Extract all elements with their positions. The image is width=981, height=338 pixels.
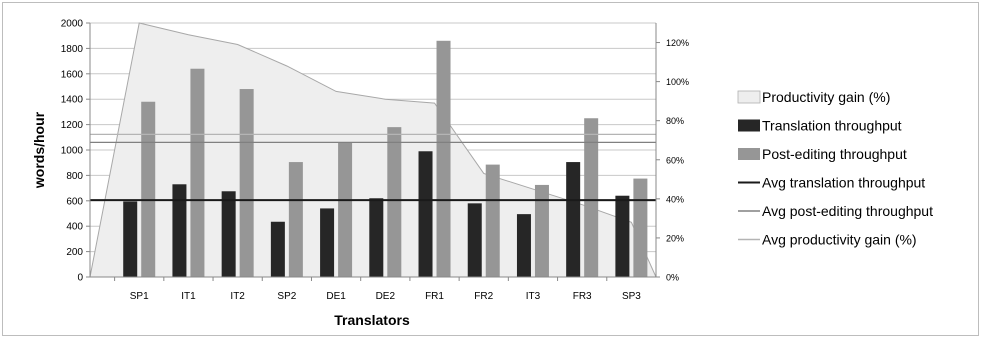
ref-layer xyxy=(90,133,656,202)
y2-tick-label: 80% xyxy=(666,116,684,126)
post-editing-throughput-bar xyxy=(338,142,353,277)
translation-throughput-bar xyxy=(516,214,531,277)
translation-throughput-bar xyxy=(123,201,138,277)
y2-tick-label: 60% xyxy=(666,155,684,165)
x-tick-label: FR2 xyxy=(474,291,493,302)
legend-label: Productivity gain (%) xyxy=(762,89,890,105)
x-tick-label: SP1 xyxy=(130,291,149,302)
post-editing-throughput-bar xyxy=(239,89,254,277)
translation-throughput-bar xyxy=(467,203,482,277)
translation-throughput-bar xyxy=(320,208,335,277)
bar-layer xyxy=(123,40,648,278)
legend-label: Avg translation throughput xyxy=(762,175,925,191)
x-tick-label: SP3 xyxy=(622,291,641,302)
y-tick-label: 1200 xyxy=(61,120,84,131)
y-tick-label: 1400 xyxy=(61,95,84,106)
x-axis-title: Translators xyxy=(334,312,410,328)
translation-throughput-bar xyxy=(221,191,236,277)
x-tick-label: IT3 xyxy=(526,291,541,302)
x-tick-label: SP2 xyxy=(277,291,296,302)
y-tick-label: 400 xyxy=(66,222,83,233)
y-tick-label: 1000 xyxy=(61,146,84,157)
legend-label: Translation throughput xyxy=(762,118,902,134)
x-tick-label: DE1 xyxy=(326,291,346,302)
post-editing-throughput-bar xyxy=(190,68,205,277)
legend-label: Avg productivity gain (%) xyxy=(762,232,917,248)
y-tick-label: 800 xyxy=(66,171,83,182)
post-editing-throughput-bar xyxy=(534,184,549,277)
x-tick-label: IT1 xyxy=(181,291,196,302)
translation-throughput-bar xyxy=(172,184,187,277)
y-tick-label: 1800 xyxy=(61,44,84,55)
x-tick-label: FR1 xyxy=(425,291,444,302)
y-tick-label: 200 xyxy=(66,247,83,258)
post-editing-throughput-bar xyxy=(584,118,599,277)
y2-tick-label: 40% xyxy=(666,194,684,204)
y-tick-label: 0 xyxy=(77,273,83,284)
post-editing-throughput-bar xyxy=(387,127,402,277)
y2-tick-label: 120% xyxy=(666,38,689,48)
legend-label: Avg post-editing throughput xyxy=(762,203,933,219)
x-tick-label: FR3 xyxy=(573,291,592,302)
legend-swatch-translation-throughput xyxy=(738,119,760,132)
post-editing-throughput-bar xyxy=(141,101,156,278)
x-tick-label: IT2 xyxy=(230,291,245,302)
translation-throughput-bar xyxy=(369,198,384,277)
legend-label: Post-editing throughput xyxy=(762,146,907,162)
y2-tick-label: 100% xyxy=(666,77,689,87)
translation-throughput-bar xyxy=(270,221,285,277)
post-editing-throughput-bar xyxy=(288,162,303,277)
post-editing-throughput-bar xyxy=(436,40,451,277)
post-editing-throughput-bar xyxy=(633,178,648,277)
post-editing-throughput-bar xyxy=(485,164,500,277)
y-tick-label: 600 xyxy=(66,196,83,207)
y-axis-title: words/hour xyxy=(31,111,47,189)
legend-swatch-post-editing-throughput xyxy=(738,148,760,160)
legend-swatch-productivity-gain xyxy=(737,90,761,104)
y-tick-label: 1600 xyxy=(61,69,84,80)
axis-layer: 0 200 400 600 800 1000 1200 1400 1600 1800 2000 0% 2… xyxy=(61,19,689,303)
y-tick-label: 2000 xyxy=(61,19,84,30)
x-tick-label: DE2 xyxy=(376,291,396,302)
translation-throughput-bar xyxy=(418,151,433,277)
y2-tick-label: 0% xyxy=(666,273,679,283)
translation-throughput-bar xyxy=(566,162,581,277)
y2-tick-label: 20% xyxy=(666,233,684,243)
translation-throughput-bar xyxy=(615,195,630,277)
legend: Productivity gain (%) Translation through… xyxy=(737,89,933,248)
productivity-gain-area-outline xyxy=(89,22,657,278)
